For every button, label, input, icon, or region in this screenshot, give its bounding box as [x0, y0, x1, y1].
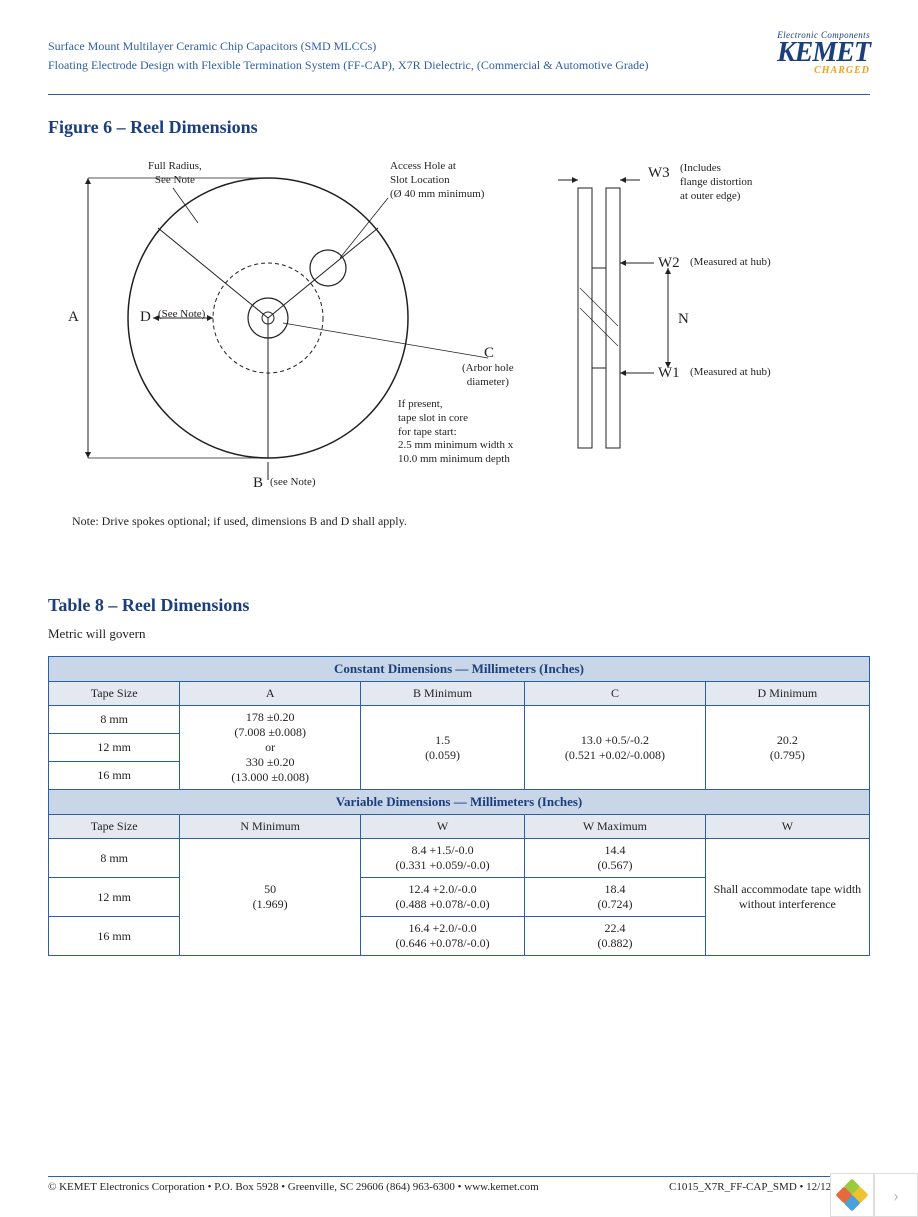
reel-diagram: Full Radius, See Note Access Hole at Slo…	[58, 148, 818, 508]
label-c-note: (Arbor hole diameter)	[462, 362, 514, 390]
label-w1-note: (Measured at hub)	[690, 366, 771, 380]
cell2-wmax-8: 14.4 (0.567)	[525, 839, 706, 878]
table-title: Table 8 – Reel Dimensions	[48, 595, 870, 616]
label-w2: W2	[658, 254, 680, 273]
col-c: C	[525, 682, 706, 706]
footer-left: © KEMET Electronics Corporation • P.O. B…	[48, 1181, 539, 1193]
col2-tape-size: Tape Size	[49, 815, 180, 839]
col2-w: W	[360, 815, 524, 839]
col-d-min: D Minimum	[705, 682, 869, 706]
label-tape-slot: If present, tape slot in core for tape s…	[398, 398, 513, 467]
col2-n-min: N Minimum	[180, 815, 361, 839]
cell-a: 178 ±0.20 (7.008 ±0.008) or 330 ±0.20 (1…	[180, 706, 361, 790]
table-subtitle: Metric will govern	[48, 626, 870, 642]
page-footer: © KEMET Electronics Corporation • P.O. B…	[48, 1176, 870, 1193]
cell2-wmax-16: 22.4 (0.882)	[525, 917, 706, 956]
col-a: A	[180, 682, 361, 706]
cell2-w-12: 12.4 +2.0/-0.0 (0.488 +0.078/-0.0)	[360, 878, 524, 917]
cell2-n: 50 (1.969)	[180, 839, 361, 956]
label-w3: W3	[648, 164, 670, 183]
section-1-header: Constant Dimensions — Millimeters (Inche…	[49, 657, 870, 682]
cell2-tape-16: 16 mm	[49, 917, 180, 956]
cell-tape-16: 16 mm	[49, 762, 180, 790]
cell2-w-8: 8.4 +1.5/-0.0 (0.331 +0.059/-0.0)	[360, 839, 524, 878]
cell2-tape-8: 8 mm	[49, 839, 180, 878]
col-b-min: B Minimum	[360, 682, 524, 706]
cell2-w3-note: Shall accommodate tape width without int…	[705, 839, 869, 956]
kemet-logo: Electronic Components KEMET CHARGED	[777, 30, 870, 76]
label-w2-note: (Measured at hub)	[690, 256, 771, 270]
label-full-radius: Full Radius, See Note	[148, 160, 202, 188]
header-line-1: Surface Mount Multilayer Ceramic Chip Ca…	[48, 38, 870, 55]
figure-title: Figure 6 – Reel Dimensions	[48, 117, 870, 138]
reel-dimensions-table: Constant Dimensions — Millimeters (Inche…	[48, 656, 870, 956]
cell2-w-16: 16.4 +2.0/-0.0 (0.646 +0.078/-0.0)	[360, 917, 524, 956]
cell2-tape-12: 12 mm	[49, 878, 180, 917]
col2-w3: W	[705, 815, 869, 839]
label-b-note: (see Note)	[270, 476, 316, 490]
label-access-hole: Access Hole at Slot Location (Ø 40 mm mi…	[390, 160, 484, 201]
figure-note: Note: Drive spokes optional; if used, di…	[72, 514, 870, 529]
col-tape-size: Tape Size	[49, 682, 180, 706]
label-b: B	[253, 474, 263, 493]
page-header: Surface Mount Multilayer Ceramic Chip Ca…	[48, 38, 870, 95]
corner-logo-icon[interactable]	[830, 1173, 874, 1217]
logo-wordmark: KEMET	[777, 40, 870, 65]
cell-tape-12: 12 mm	[49, 734, 180, 762]
next-page-button[interactable]: ›	[874, 1173, 918, 1217]
cell2-wmax-12: 18.4 (0.724)	[525, 878, 706, 917]
section-2-header: Variable Dimensions — Millimeters (Inche…	[49, 790, 870, 815]
label-n: N	[678, 310, 689, 329]
label-w3-note: (Includes flange distortion at outer edg…	[680, 162, 752, 203]
cell-b-min: 1.5 (0.059)	[360, 706, 524, 790]
corner-widget: ›	[830, 1173, 918, 1217]
label-d-note: (See Note)	[158, 308, 205, 322]
label-d: D	[140, 308, 151, 327]
cell-c: 13.0 +0.5/-0.2 (0.521 +0.02/-0.008)	[525, 706, 706, 790]
cell-d-min: 20.2 (0.795)	[705, 706, 869, 790]
label-c: C	[484, 344, 494, 363]
header-line-2: Floating Electrode Design with Flexible …	[48, 57, 870, 74]
label-w1: W1	[658, 364, 680, 383]
col2-w-max: W Maximum	[525, 815, 706, 839]
label-a: A	[68, 308, 79, 327]
cell-tape-8: 8 mm	[49, 706, 180, 734]
